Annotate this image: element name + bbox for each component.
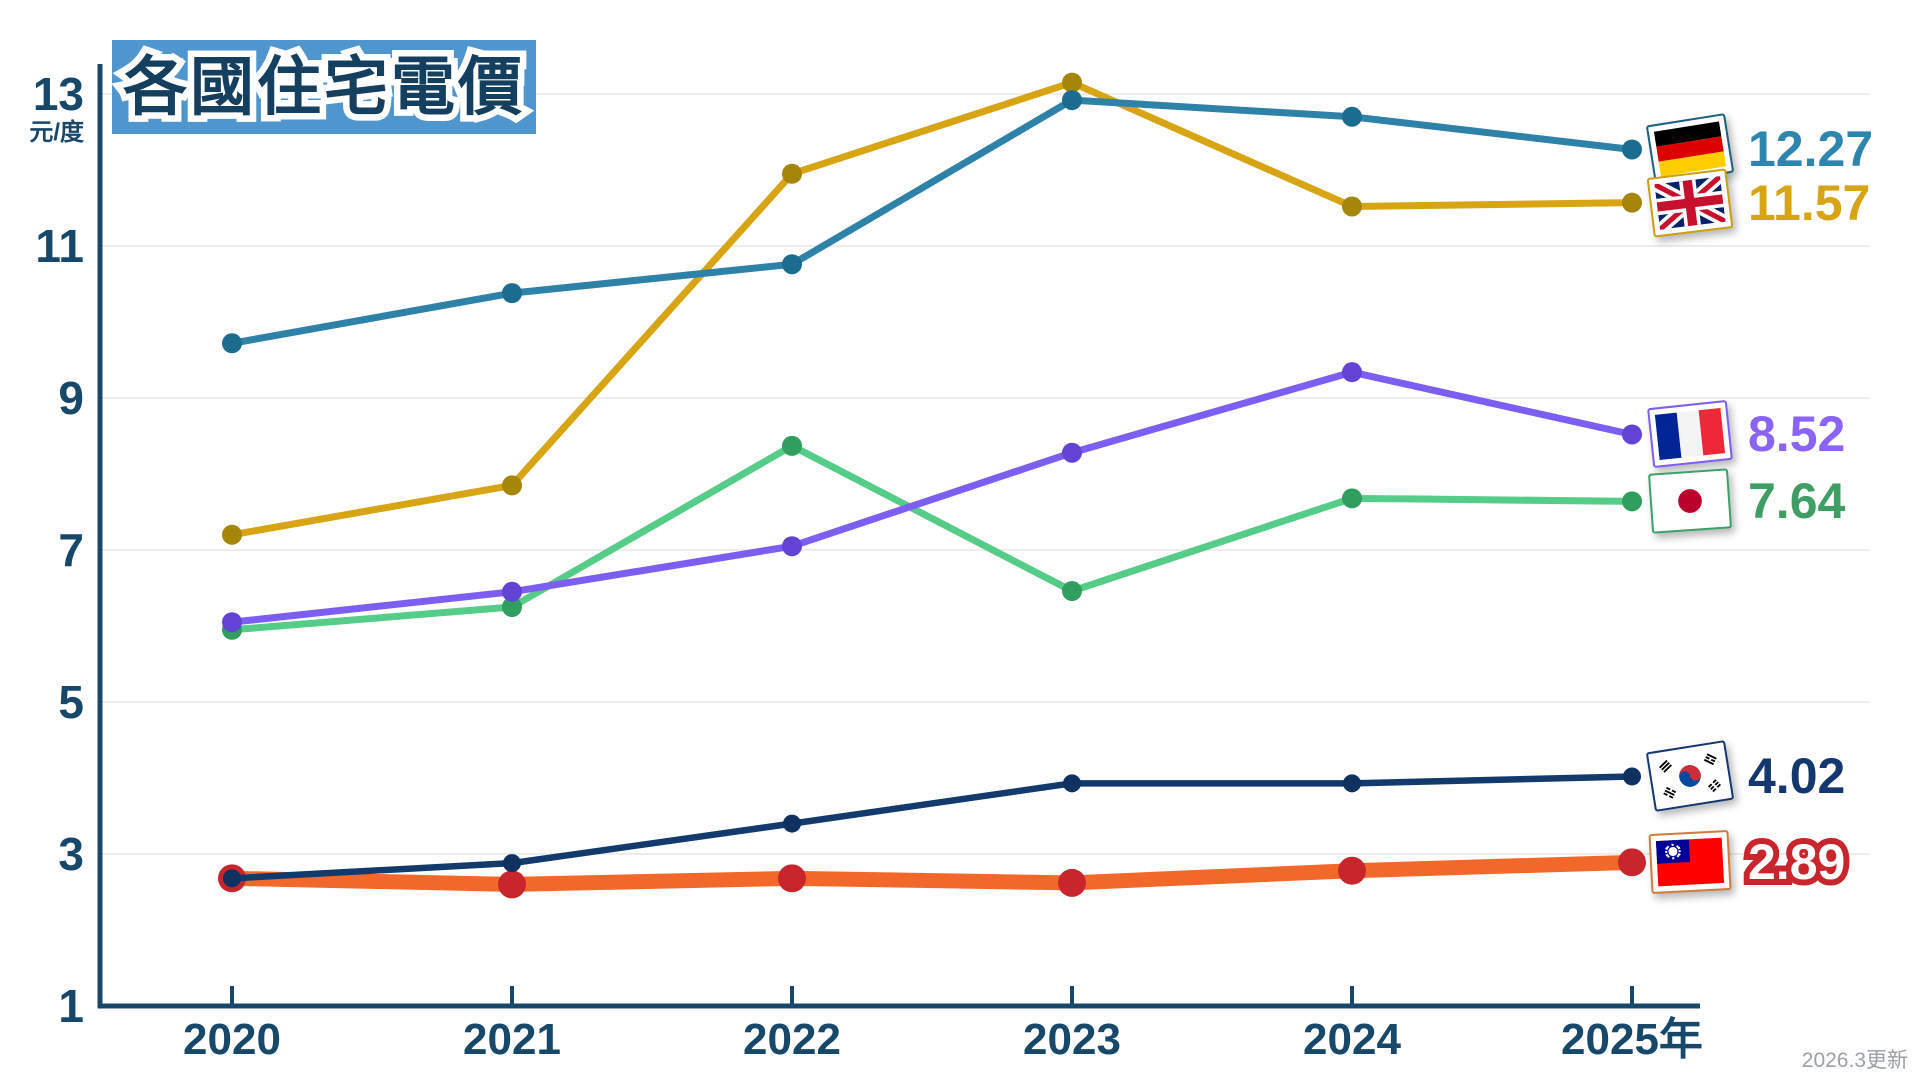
- update-note: 2026.3更新: [1801, 1049, 1908, 1072]
- y-tick-label: 9: [58, 372, 84, 424]
- x-tick-label: 2022: [743, 1015, 841, 1064]
- data-point-korea: [1343, 774, 1361, 793]
- data-point-japan: [1062, 581, 1082, 602]
- data-point-france: [1622, 424, 1642, 445]
- taiwan-flag-icon: [1648, 830, 1732, 895]
- axes: [97, 64, 1700, 1009]
- x-tick-label: 2021: [463, 1015, 561, 1064]
- data-point-france: [1062, 442, 1082, 463]
- data-point-korea: [223, 869, 241, 888]
- series-line-taiwan: [224, 854, 1640, 892]
- series-japan: [222, 435, 1642, 640]
- chart-title-box: 各國住宅電價 各國住宅電價: [112, 40, 536, 134]
- data-point-korea: [1063, 774, 1081, 793]
- legend-korea: 4.02: [1645, 740, 1846, 813]
- data-point-japan: [502, 597, 522, 617]
- data-point-korea: [1623, 767, 1641, 786]
- series-line-uk: [228, 79, 1636, 539]
- data-point-uk: [502, 475, 522, 496]
- value-label-france: 8.52: [1748, 406, 1846, 463]
- value-label-taiwan: 2.89 2.89: [1742, 831, 1851, 893]
- x-tick-label: 2023: [1023, 1015, 1121, 1064]
- data-point-germany: [1342, 106, 1362, 127]
- data-point-japan: [1622, 491, 1642, 512]
- data-point-france: [502, 581, 522, 602]
- y-tick-label: 5: [58, 676, 84, 728]
- series-line-korea: [228, 773, 1636, 882]
- data-point-france: [782, 536, 802, 557]
- france-flag-icon: [1647, 400, 1733, 469]
- chart-title: 各國住宅電價 各國住宅電價: [117, 49, 529, 126]
- data-point-taiwan: [498, 870, 526, 899]
- uk-flag-icon: [1646, 168, 1734, 238]
- y-tick-label: 11: [35, 220, 84, 272]
- series-line-germany: [228, 96, 1636, 347]
- data-point-korea: [503, 854, 521, 873]
- legend-germany: 12.27: [1645, 113, 1874, 186]
- x-tick-label: 2024: [1303, 1015, 1401, 1064]
- value-label-uk: 11.57: [1748, 174, 1871, 231]
- y-tick-label: 13: [33, 68, 84, 120]
- data-point-uk: [222, 524, 242, 545]
- data-point-uk: [1622, 192, 1642, 213]
- value-label-korea: 4.02: [1748, 748, 1846, 805]
- y-tick-label: 1: [58, 980, 84, 1032]
- series-taiwan: [218, 848, 1646, 899]
- data-point-germany: [782, 254, 802, 275]
- data-point-germany: [222, 333, 242, 354]
- y-tick-label: 3: [58, 828, 84, 880]
- value-label-germany: 12.27: [1748, 121, 1874, 178]
- data-point-france: [222, 612, 242, 633]
- germany-flag-icon: [1645, 113, 1735, 186]
- legend-taiwan: 2.89 2.89: [1648, 830, 1851, 895]
- y-axis: 13 11 9 7 5 3 1 元/度: [29, 68, 85, 1032]
- korea-flag-icon: [1645, 740, 1735, 813]
- x-tick-label: 2025年: [1561, 1015, 1703, 1064]
- y-axis-unit: 元/度: [29, 118, 85, 146]
- series-germany: [222, 90, 1642, 354]
- data-point-germany: [1622, 139, 1642, 160]
- data-point-japan: [782, 435, 802, 456]
- series-line-japan: [228, 442, 1636, 634]
- data-point-uk: [1062, 72, 1082, 93]
- data-point-germany: [1062, 90, 1082, 111]
- gridlines: [100, 93, 1870, 855]
- data-point-uk: [1342, 196, 1362, 217]
- data-point-uk: [782, 163, 802, 184]
- japan-flag-icon: [1648, 468, 1732, 535]
- x-tick-label: 2020: [183, 1015, 281, 1064]
- series-uk: [222, 72, 1642, 545]
- data-point-taiwan: [778, 864, 806, 893]
- data-point-germany: [502, 283, 522, 304]
- series-france: [222, 362, 1642, 633]
- legend-japan: 7.64: [1648, 468, 1846, 535]
- data-point-taiwan: [1618, 848, 1646, 877]
- value-label-japan: 7.64: [1748, 473, 1846, 530]
- data-point-korea: [783, 814, 801, 833]
- data-point-taiwan: [1338, 856, 1366, 885]
- series-korea: [223, 767, 1641, 888]
- legend-uk: 11.57: [1646, 168, 1871, 238]
- y-tick-label: 7: [58, 524, 84, 576]
- data-point-france: [1342, 362, 1362, 383]
- x-axis: 2020 2021 2022 2023 2024 2025年: [183, 986, 1703, 1064]
- data-point-taiwan: [1058, 868, 1086, 897]
- series-line-france: [228, 368, 1636, 626]
- legend-france: 8.52: [1647, 400, 1846, 469]
- data-point-japan: [1342, 488, 1362, 509]
